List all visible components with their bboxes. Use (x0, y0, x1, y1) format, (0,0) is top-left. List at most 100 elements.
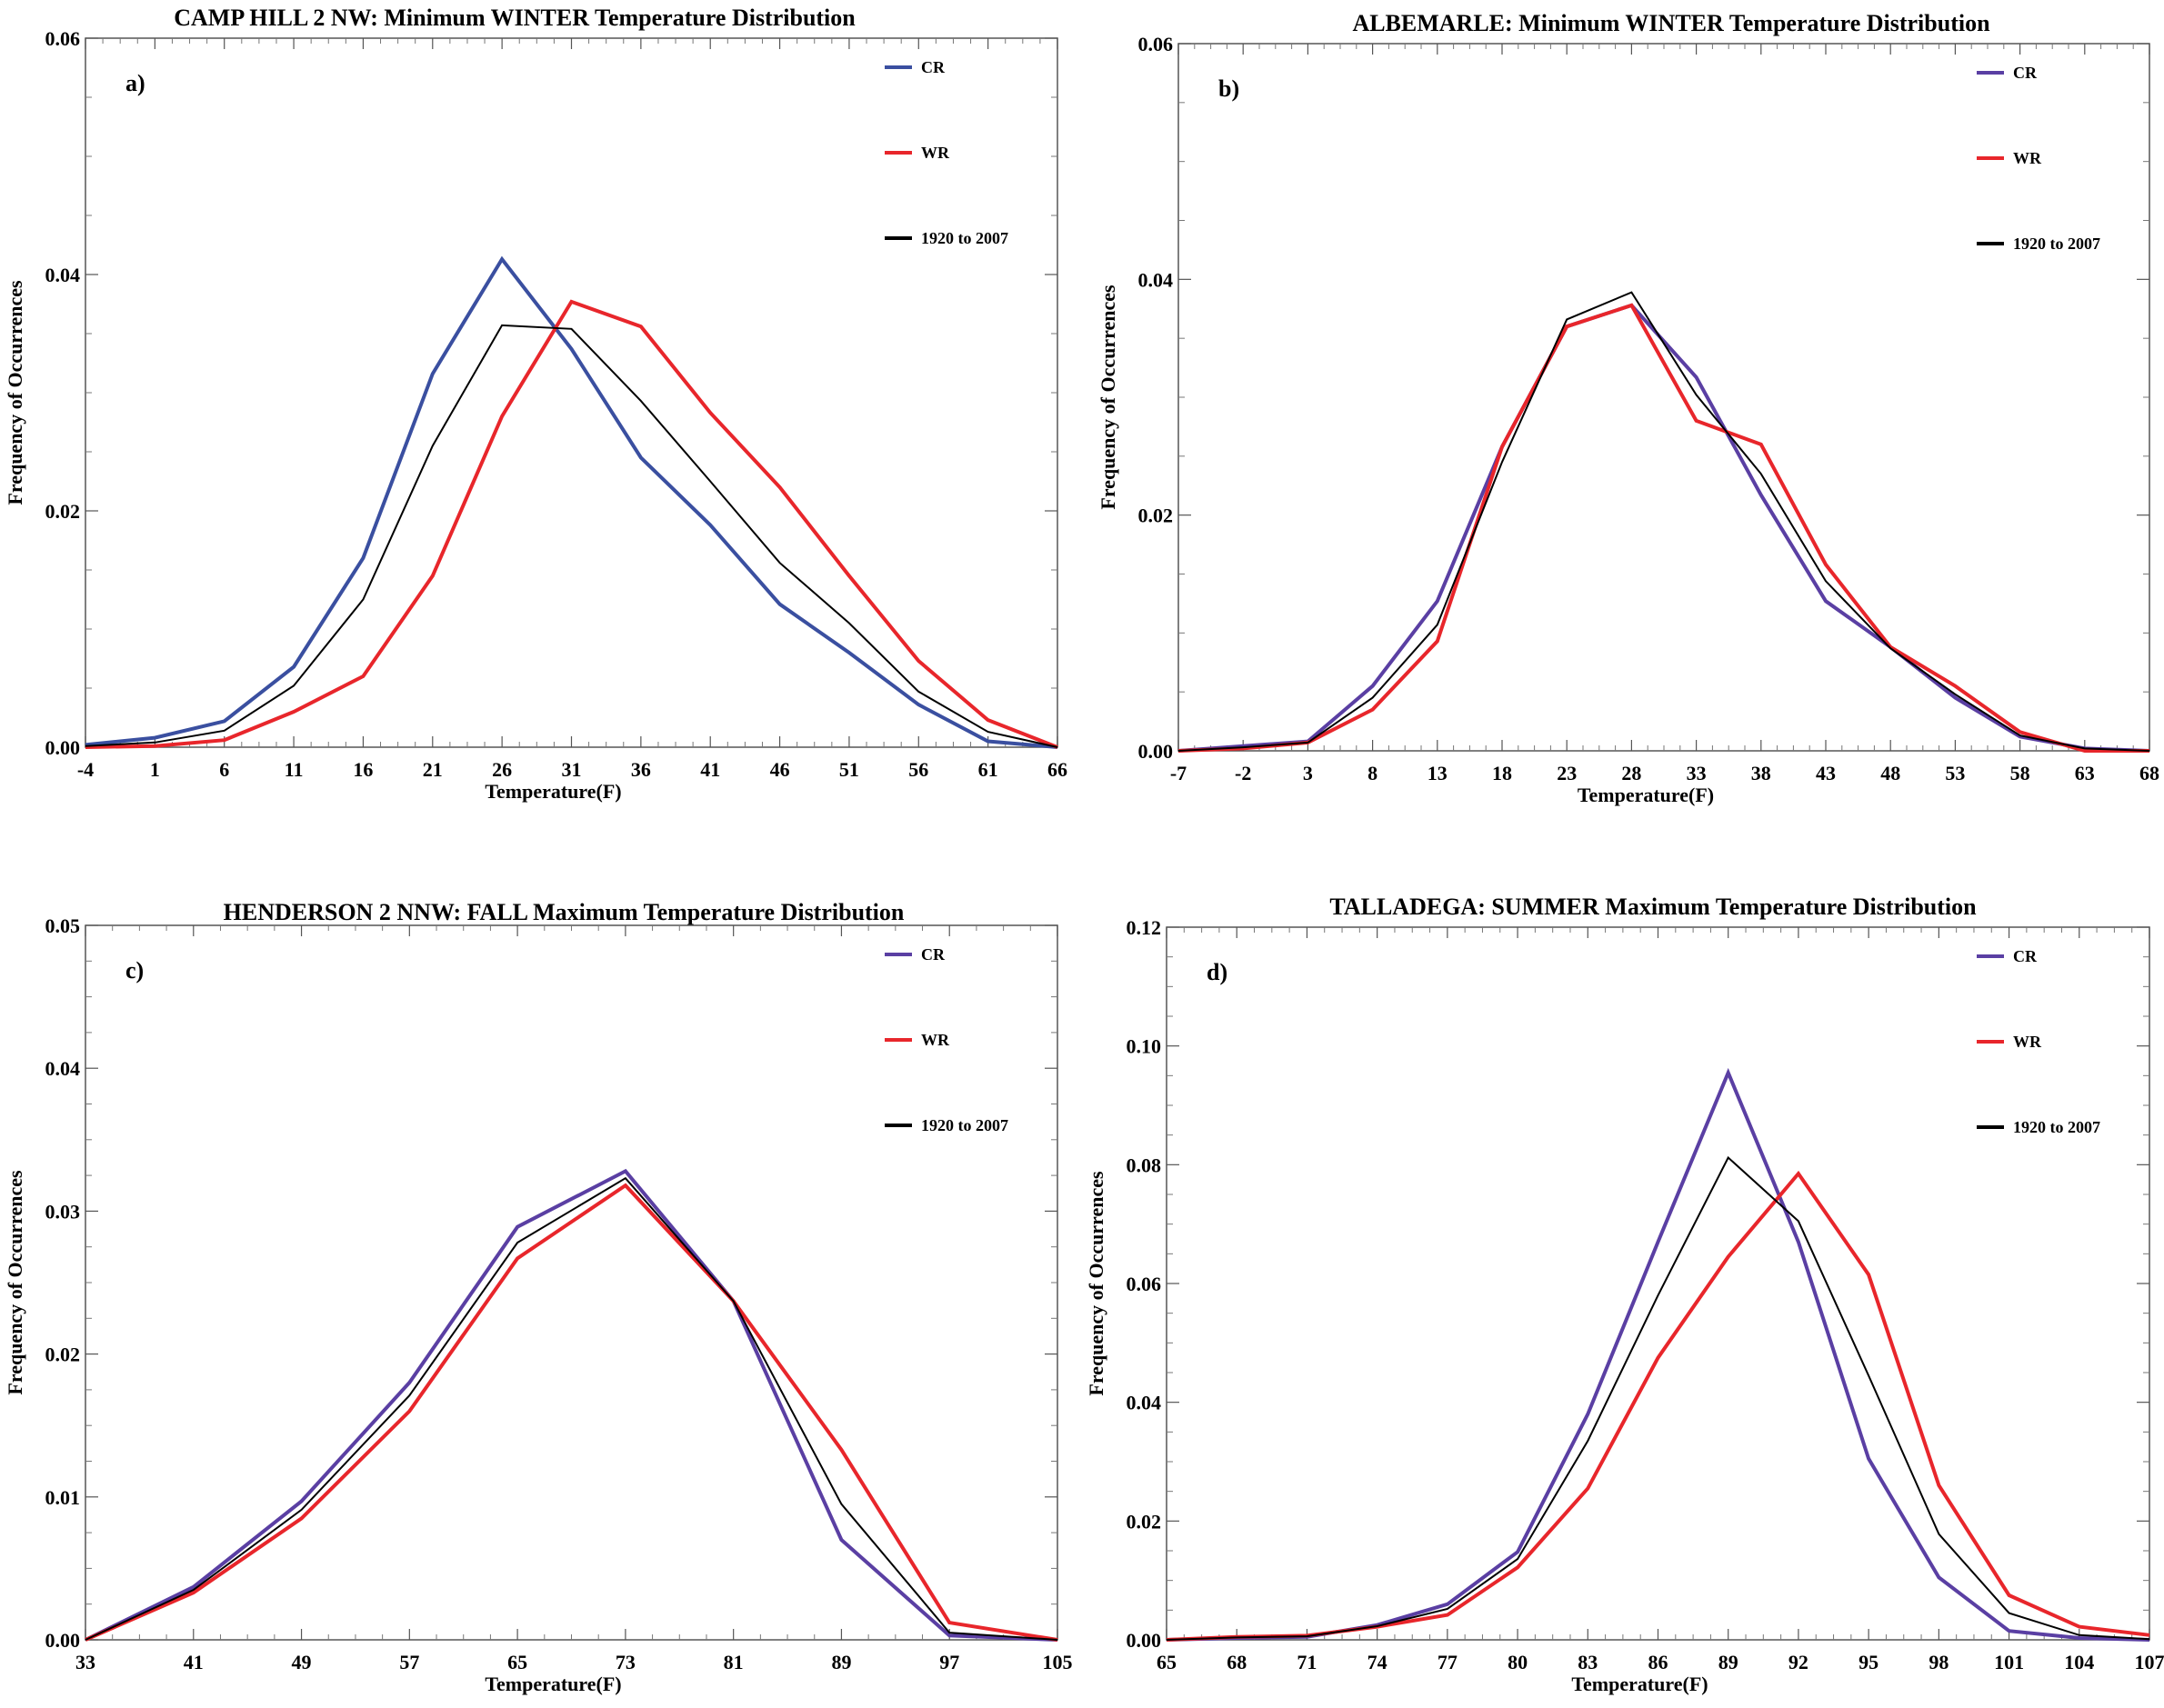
x-tick-label: 63 (2075, 762, 2095, 784)
x-axis-label: Temperature(F) (485, 780, 621, 803)
plot-frame (1166, 926, 2150, 1641)
legend-label: WR (921, 144, 950, 162)
y-tick-label: 0.02 (45, 1343, 81, 1366)
series-line-1920-to-2007 (1166, 1155, 2150, 1641)
legend-label: WR (921, 1031, 950, 1049)
x-axis-label: Temperature(F) (1571, 1673, 1708, 1695)
x-tick-label: 48 (1880, 762, 1900, 784)
y-axis-label: Frequency of Occurrences (1097, 285, 1119, 510)
x-tick-label: 41 (184, 1651, 204, 1673)
panel-label: a) (125, 70, 145, 96)
x-tick-label: -7 (1170, 762, 1187, 784)
y-tick-label: 0.02 (1138, 504, 1174, 527)
y-axis-label: Frequency of Occurrences (4, 1170, 26, 1395)
x-tick-label: 51 (839, 758, 859, 781)
plot-frame (85, 37, 1058, 748)
y-tick-label: 0.03 (45, 1200, 81, 1223)
x-tick-label: 74 (1368, 1651, 1388, 1673)
y-axis-label: Frequency of Occurrences (4, 280, 26, 505)
legend-label: CR (2013, 947, 2038, 965)
x-tick-label: 68 (2139, 762, 2159, 784)
panel-label: d) (1207, 959, 1227, 985)
x-tick-label: 86 (1648, 1651, 1668, 1673)
panel-label: b) (1218, 75, 1239, 102)
x-tick-label: 57 (399, 1651, 419, 1673)
x-tick-label: 66 (1047, 758, 1067, 781)
x-tick-label: 26 (492, 758, 512, 781)
series-line-1920-to-2007 (85, 1176, 1058, 1641)
y-tick-label: 0.02 (1127, 1510, 1162, 1533)
series-line-cr (85, 1168, 1058, 1642)
legend-label: 1920 to 2007 (2013, 235, 2100, 253)
panel-label: c) (125, 957, 144, 984)
series-line-cr (1177, 303, 2150, 753)
x-tick-label: 56 (908, 758, 928, 781)
x-tick-label: 33 (1687, 762, 1707, 784)
series-line-1920-to-2007 (85, 324, 1058, 748)
y-axis-label: Frequency of Occurrences (1085, 1171, 1107, 1396)
legend-label: CR (921, 58, 946, 76)
chart-title: CAMP HILL 2 NW: Minimum WINTER Temperatu… (174, 5, 856, 31)
x-tick-label: 8 (1368, 762, 1378, 784)
x-tick-label: 92 (1788, 1651, 1808, 1673)
legend-label: WR (2013, 149, 2042, 167)
y-tick-label: 0.05 (45, 914, 81, 937)
y-tick-label: 0.00 (1138, 740, 1174, 763)
y-tick-label: 0.04 (1127, 1392, 1162, 1414)
x-tick-label: 53 (1945, 762, 1965, 784)
x-tick-label: 107 (2135, 1651, 2164, 1673)
x-tick-label: 65 (1157, 1651, 1177, 1673)
x-tick-label: 36 (631, 758, 651, 781)
x-tick-label: 16 (353, 758, 373, 781)
series-line-cr (85, 255, 1058, 749)
x-tick-label: 21 (423, 758, 443, 781)
legend-label: WR (2013, 1033, 2042, 1051)
x-axis-label: Temperature(F) (485, 1673, 621, 1695)
x-tick-label: 98 (1929, 1651, 1949, 1673)
x-tick-label: 43 (1816, 762, 1836, 784)
series-line-wr (85, 299, 1058, 749)
x-tick-label: 89 (1718, 1651, 1738, 1673)
x-tick-label: 61 (978, 758, 998, 781)
y-tick-label: 0.10 (1127, 1035, 1162, 1058)
chart-panel: HENDERSON 2 NNW: FALL Maximum Temperatur… (4, 899, 1073, 1695)
x-tick-label: 23 (1557, 762, 1577, 784)
x-tick-label: 49 (292, 1651, 312, 1673)
legend-label: CR (2013, 64, 2038, 82)
chart-title: ALBEMARLE: Minimum WINTER Temperature Di… (1352, 10, 1990, 36)
legend-label: CR (921, 945, 946, 964)
y-tick-label: 0.02 (45, 500, 81, 523)
x-tick-label: 95 (1858, 1651, 1878, 1673)
x-tick-label: 33 (75, 1651, 95, 1673)
x-tick-label: 6 (219, 758, 229, 781)
x-tick-label: 3 (1303, 762, 1313, 784)
legend-label: 1920 to 2007 (921, 229, 1008, 247)
series-line-wr (85, 1183, 1058, 1642)
y-tick-label: 0.00 (45, 736, 81, 759)
x-tick-label: 89 (831, 1651, 851, 1673)
chart-panel: CAMP HILL 2 NW: Minimum WINTER Temperatu… (4, 5, 1067, 803)
x-tick-label: 97 (939, 1651, 959, 1673)
x-tick-label: -4 (77, 758, 94, 781)
x-tick-label: 73 (616, 1651, 636, 1673)
x-tick-label: 31 (562, 758, 582, 781)
x-axis-label: Temperature(F) (1578, 784, 1714, 806)
y-tick-label: 0.04 (1138, 268, 1174, 291)
chart-title: TALLADEGA: SUMMER Maximum Temperature Di… (1329, 894, 1977, 920)
y-tick-label: 0.04 (45, 1057, 81, 1080)
chart-panel: TALLADEGA: SUMMER Maximum Temperature Di… (1085, 894, 2164, 1695)
series-line-1920-to-2007 (1177, 291, 2150, 752)
plot-frame (1177, 43, 2150, 752)
x-tick-label: 65 (507, 1651, 527, 1673)
x-tick-label: 38 (1751, 762, 1771, 784)
x-tick-label: 104 (2064, 1651, 2094, 1673)
y-tick-label: 0.06 (45, 27, 81, 50)
y-tick-label: 0.06 (1127, 1273, 1162, 1295)
x-tick-label: 1 (150, 758, 160, 781)
plot-frame (85, 924, 1058, 1641)
y-tick-label: 0.01 (45, 1486, 81, 1509)
x-tick-label: 68 (1227, 1651, 1247, 1673)
x-tick-label: 71 (1297, 1651, 1317, 1673)
x-tick-label: 58 (2010, 762, 2030, 784)
